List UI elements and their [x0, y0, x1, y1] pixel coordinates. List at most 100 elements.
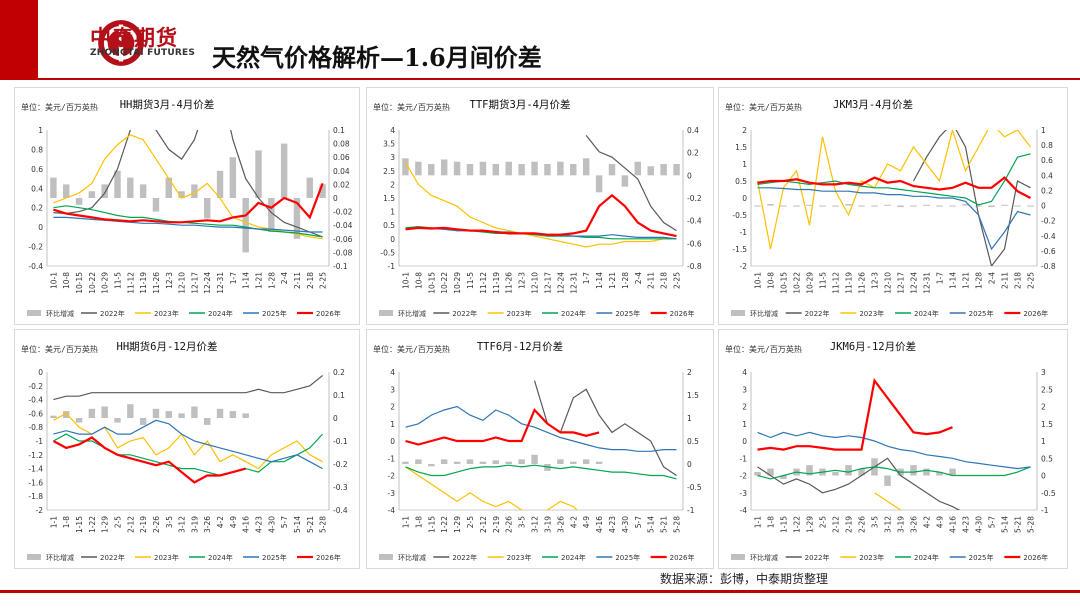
chart-title: TTF6月-12月价差	[477, 340, 563, 353]
x-tick-label: 2-25	[319, 272, 328, 289]
bar-change	[767, 468, 774, 476]
x-tick-label: 1-21	[255, 272, 264, 289]
legend-label: 环比增减	[750, 553, 778, 562]
chart-hh612: 单位：美元/百万英热 HH期货6月-12月价差 0 -0.2 -0.4 -0.6 -0.8 -…	[21, 340, 348, 562]
y-tick-label: -1	[36, 437, 44, 446]
x-tick-label: 11-12	[126, 272, 135, 294]
bar-change	[139, 184, 147, 198]
bar-change	[780, 205, 787, 207]
series-line-2024年	[405, 464, 677, 480]
bar-change	[50, 177, 57, 198]
bar-change	[832, 472, 839, 476]
y2-tick-label: 0.1	[333, 126, 345, 135]
y-tick-label: 0.5	[383, 221, 395, 230]
bar-change	[165, 177, 172, 198]
x-tick-label: 5-28	[673, 516, 682, 533]
x-tick-label: 12-17	[897, 272, 906, 294]
y-tick-label: 0	[742, 194, 747, 203]
bar-change	[793, 205, 800, 207]
bar-change	[936, 205, 943, 207]
x-tick-label: 3-5	[165, 516, 174, 528]
legend-label: 环比增减	[750, 309, 778, 318]
y2-tick-label: 0	[687, 460, 692, 469]
y2-tick-label: 0.04	[333, 167, 350, 176]
x-tick-label: 1-21	[962, 272, 971, 289]
chart-unit-label: 单位：美元/百万英热	[21, 102, 98, 112]
bar-change	[531, 454, 538, 464]
series-line-2025年	[757, 187, 1031, 251]
y-tick-label: 0.6	[31, 165, 43, 174]
y2-tick-label: 2	[687, 368, 692, 377]
bar-change	[63, 411, 70, 418]
y-tick-label: 0.5	[735, 177, 747, 186]
bar-change	[114, 170, 121, 198]
bar-change	[101, 184, 108, 198]
bar-change	[544, 164, 551, 176]
x-tick-label: 5-28	[1027, 516, 1036, 533]
y2-tick-label: 0.5	[1041, 454, 1053, 463]
x-tick-label: 2-4	[634, 272, 643, 284]
bar-change	[127, 177, 134, 198]
legend-label: 2026年	[1023, 309, 1048, 318]
bar-change	[88, 191, 96, 198]
x-tick-label: 2-19	[845, 516, 854, 533]
x-tick-label: 2-26	[858, 516, 867, 533]
x-tick-label: 1-21	[608, 272, 617, 289]
bar-change	[858, 468, 865, 476]
y-tick-label: 4	[742, 368, 747, 377]
x-tick-label: 11-26	[505, 272, 514, 294]
x-tick-label: 3-19	[897, 516, 906, 533]
bar-change	[767, 204, 774, 206]
y-tick-label: 1	[390, 208, 395, 217]
x-tick-label: 2-11	[1001, 272, 1010, 289]
bar-change	[415, 459, 422, 464]
x-tick-label: 3-12	[531, 516, 540, 533]
x-tick-label: 12-3	[518, 272, 527, 289]
bar-change	[216, 170, 224, 198]
x-tick-label: 5-21	[1014, 516, 1023, 533]
bar-change	[152, 198, 160, 212]
y-tick-label: 4	[390, 368, 395, 377]
y-tick-label: 1	[742, 160, 747, 169]
x-tick-label: 5-21	[306, 516, 315, 533]
y2-tick-label: 0	[333, 414, 338, 423]
bar-change	[114, 418, 121, 423]
chart-unit-label: 单位：美元/百万英热	[725, 344, 802, 354]
legend-label: 2026年	[670, 553, 695, 562]
x-tick-label: 1-8	[767, 516, 776, 528]
y-tick-label: -0.2	[28, 243, 43, 252]
y-tick-label: 4	[390, 126, 395, 135]
x-tick-label: 2-4	[988, 272, 997, 284]
bar-change	[75, 418, 83, 423]
x-tick-label: 2-26	[152, 516, 161, 533]
bar-change	[884, 204, 891, 206]
bar-change	[557, 161, 564, 176]
y2-tick-label: -0.1	[333, 262, 348, 271]
x-tick-label: 1-22	[793, 516, 802, 533]
x-tick-label: 2-12	[126, 516, 135, 533]
bar-change	[910, 465, 917, 476]
x-tick-label: 1-8	[62, 516, 71, 528]
x-tick-label: 10-15	[75, 272, 84, 294]
y-tick-label: -4	[740, 506, 748, 515]
x-tick-label: 3-19	[190, 516, 199, 533]
y2-tick-label: -0.4	[333, 506, 348, 515]
x-tick-label: 12-24	[910, 272, 919, 294]
y-tick-label: 3.5	[383, 140, 395, 149]
x-tick-label: 4-23	[608, 516, 617, 533]
y-tick-label: 2	[390, 403, 395, 412]
x-tick-label: 12-10	[531, 272, 540, 294]
bar-change	[754, 472, 761, 476]
y-tick-label: -1	[388, 262, 396, 271]
bar-change	[936, 472, 943, 476]
x-tick-label: 1-7	[582, 272, 591, 284]
bar-change	[440, 459, 448, 464]
y-tick-label: -1	[740, 228, 748, 237]
y2-tick-label: -0.02	[333, 208, 353, 217]
series-line-2022年	[53, 130, 323, 238]
y2-tick-label: 1.5	[687, 391, 699, 400]
y2-tick-label: -0.1	[333, 437, 348, 446]
x-tick-label: 1-14	[242, 272, 251, 289]
y-tick-label: 1	[390, 420, 395, 429]
chart-panel-hh612: 单位：美元/百万英热 HH期货6月-12月价差 0 -0.2 -0.4 -0.6 -0.8 -…	[14, 329, 360, 569]
